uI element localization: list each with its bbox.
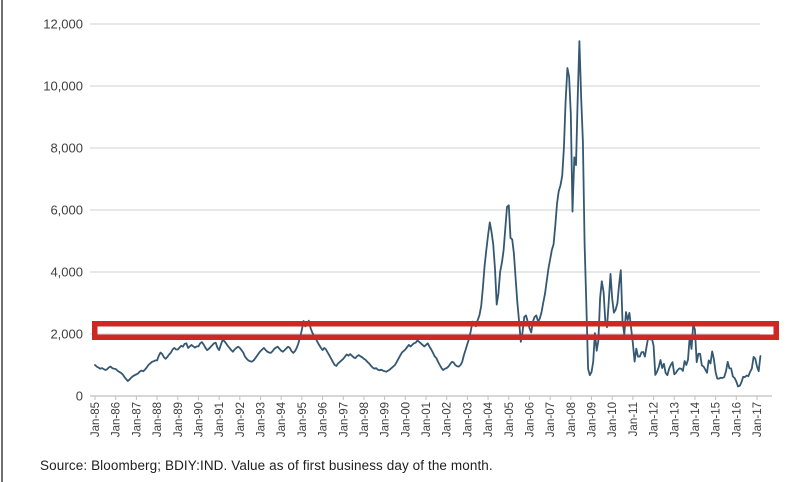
- x-axis-label: Jan-05: [504, 402, 516, 437]
- highlight-band-2000: [92, 321, 779, 340]
- x-axis-label: Jan-06: [524, 402, 536, 437]
- y-axis-label: 4,000: [50, 265, 83, 280]
- x-axis-label: Jan-88: [152, 402, 164, 437]
- y-axis-label: 12,000: [43, 17, 83, 32]
- x-axis-label: Jan-09: [587, 402, 599, 437]
- x-axis-label: Jan-90: [193, 402, 205, 437]
- y-axis-label: 10,000: [43, 79, 83, 94]
- x-axis-label: Jan-89: [173, 402, 185, 437]
- x-axis-label: Jan-07: [545, 402, 557, 437]
- x-axis-label: Jan-96: [318, 402, 330, 437]
- x-axis-label: Jan-12: [649, 402, 661, 437]
- highlight-band-rect: [92, 321, 779, 340]
- x-axis-label: Jan-85: [90, 402, 102, 437]
- y-axis-label: 0: [76, 389, 83, 404]
- x-axis-labels: Jan-85 Jan-86 Jan-87 Jan-88 Jan-89 Jan-90 Jan-…: [90, 401, 764, 437]
- x-axis-label: Jan-97: [338, 402, 350, 437]
- x-axis-label: Jan-94: [276, 401, 288, 437]
- x-axis-label: Jan-14: [690, 401, 702, 437]
- x-axis-label: Jan-86: [111, 402, 123, 437]
- x-axis-label: Jan-11: [628, 402, 640, 436]
- baltic-dry-index-line-chart: 0 2,000 4,000 6,000 8,000 10,000 12,000 Jan-85…: [43, 17, 779, 437]
- x-axis-label: Jan-95: [297, 402, 309, 437]
- x-axis-label: Jan-13: [669, 402, 681, 437]
- x-axis-label: Jan-02: [442, 402, 454, 437]
- panel-left-border: [1, 0, 3, 482]
- y-axis-label: 2,000: [50, 327, 83, 342]
- x-axis-label: Jan-87: [131, 402, 143, 437]
- x-axis-label: Jan-17: [752, 402, 764, 437]
- x-axis-label: Jan-92: [235, 402, 247, 437]
- y-axis-labels: 0 2,000 4,000 6,000 8,000 10,000 12,000: [43, 17, 83, 404]
- x-axis: [94, 396, 758, 400]
- x-axis-label: Jan-00: [400, 402, 412, 437]
- x-axis-label: Jan-16: [731, 402, 743, 437]
- x-axis-label: Jan-93: [256, 402, 268, 437]
- x-axis-label: Jan-03: [462, 402, 474, 437]
- x-axis-label: Jan-15: [711, 402, 723, 437]
- x-axis-label: Jan-04: [483, 401, 495, 437]
- y-axis-label: 8,000: [50, 141, 83, 156]
- y-axis-label: 6,000: [50, 203, 83, 218]
- x-axis-label: Jan-99: [380, 402, 392, 437]
- gridlines: [90, 23, 772, 397]
- x-axis-label: Jan-98: [359, 402, 371, 437]
- x-axis-label: Jan-91: [214, 402, 226, 437]
- source-note: Source: Bloomberg; BDIY:IND. Value as of…: [40, 458, 493, 473]
- x-axis-label: Jan-08: [566, 402, 578, 437]
- x-axis-label: Jan-10: [607, 402, 619, 437]
- x-axis-label: Jan-01: [421, 402, 433, 437]
